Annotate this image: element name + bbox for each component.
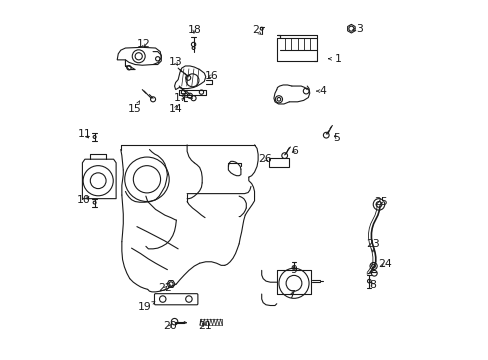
Text: 16: 16 (204, 71, 218, 81)
Text: 10: 10 (77, 195, 91, 205)
Text: 5: 5 (333, 133, 340, 143)
Text: 7: 7 (287, 291, 294, 301)
Text: 15: 15 (128, 101, 142, 114)
Text: 8: 8 (369, 280, 376, 290)
Text: 19: 19 (138, 302, 155, 312)
Text: 4: 4 (316, 86, 325, 96)
Text: 13: 13 (168, 57, 182, 67)
Text: 23: 23 (365, 239, 379, 252)
Text: 18: 18 (187, 25, 201, 35)
Text: 3: 3 (352, 24, 362, 34)
Bar (268, 158, 288, 167)
Text: 25: 25 (374, 197, 387, 207)
Text: 2: 2 (251, 25, 261, 35)
Text: 21: 21 (198, 321, 211, 331)
Text: 22: 22 (158, 283, 171, 293)
Text: 20: 20 (163, 321, 177, 331)
Text: 24: 24 (377, 259, 391, 269)
Text: 11: 11 (78, 129, 92, 139)
Text: 26: 26 (258, 154, 272, 164)
Text: 1: 1 (328, 54, 341, 64)
Text: 9: 9 (290, 265, 297, 275)
Text: 14: 14 (168, 104, 182, 114)
Text: 6: 6 (291, 145, 298, 156)
Text: 17: 17 (173, 93, 187, 103)
Text: 12: 12 (136, 40, 150, 49)
